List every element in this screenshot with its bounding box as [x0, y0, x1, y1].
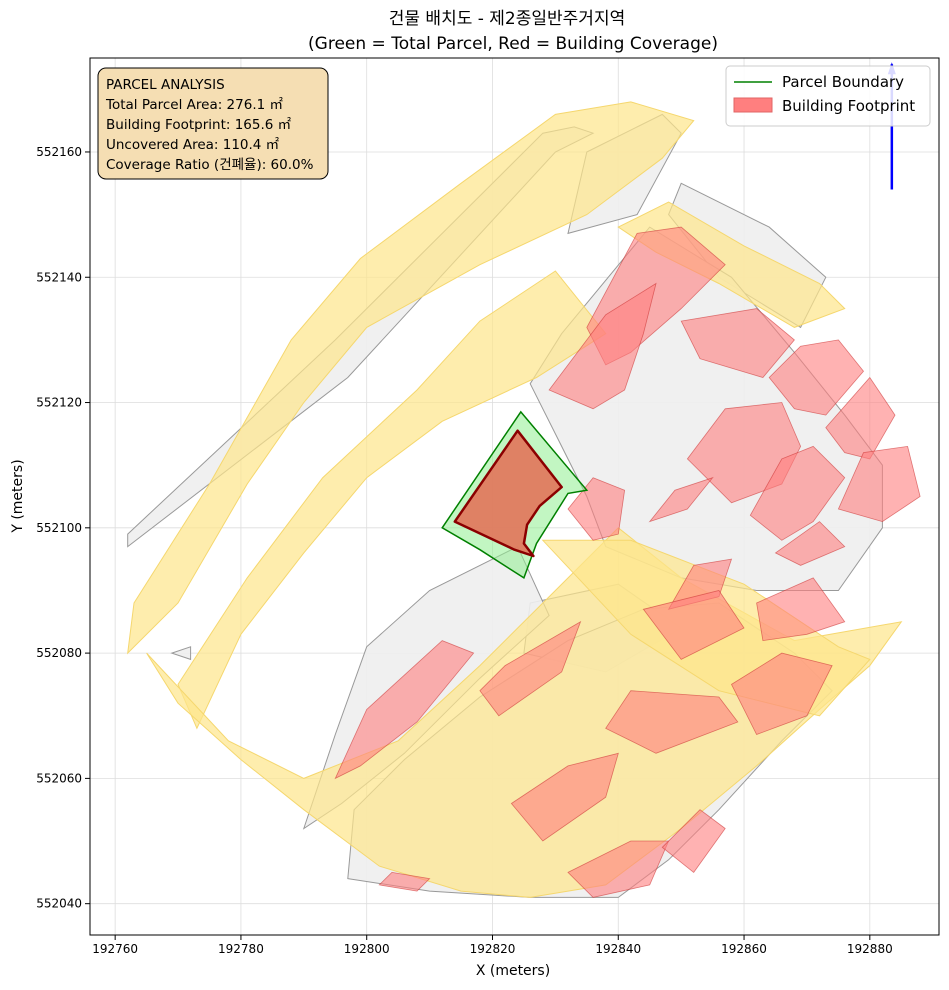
x-tick-label: 192820 — [470, 942, 516, 956]
legend-frame — [725, 65, 931, 127]
building-footprint — [648, 476, 714, 523]
map-layer — [127, 62, 921, 898]
info-line-coverage-ratio: Coverage Ratio (건폐율): 60.0% — [106, 157, 314, 173]
info-box-background — [97, 67, 329, 180]
building-footprint — [479, 620, 582, 717]
building-footprint — [661, 809, 726, 873]
x-tick-label: 192760 — [92, 942, 138, 956]
x-tick-label: 192860 — [721, 942, 767, 956]
y-tick-label: 552120 — [36, 396, 82, 410]
lot-polygon — [170, 646, 192, 661]
building-footprint — [378, 871, 431, 892]
building-footprint — [334, 640, 475, 780]
building-footprint — [567, 840, 670, 898]
building-footprint — [642, 590, 745, 660]
y-tick-label: 552160 — [36, 145, 82, 159]
building-footprint — [825, 376, 896, 460]
building-footprint — [749, 445, 846, 541]
y-tick-label: 552040 — [36, 897, 82, 911]
building-footprint — [605, 690, 739, 754]
x-tick-label: 192800 — [344, 942, 390, 956]
info-line-uncovered: Uncovered Area: 110.4 ㎡ — [106, 137, 280, 153]
legend: Parcel Boundary Building Footprint — [725, 65, 931, 127]
y-tick-label: 552060 — [36, 771, 82, 785]
x-axis-label: X (meters) — [476, 963, 550, 979]
x-tick-label: 192880 — [847, 942, 893, 956]
y-tick-label: 552100 — [36, 521, 82, 535]
y-tick-label: 552140 — [36, 270, 82, 284]
road-polygon — [127, 101, 695, 655]
info-line-total-area: Total Parcel Area: 276.1 ㎡ — [105, 97, 283, 113]
building-footprint — [680, 308, 795, 378]
building-footprint — [774, 521, 846, 566]
building-footprint — [548, 282, 657, 410]
info-line-footprint: Building Footprint: 165.6 ㎡ — [106, 117, 292, 133]
y-axis-label: Y (meters) — [10, 459, 26, 533]
parcel-analysis-box: PARCEL ANALYSIS Total Parcel Area: 276.1… — [97, 67, 329, 180]
legend-swatch-building — [733, 97, 773, 113]
building-footprint — [768, 339, 865, 416]
chart-title-line2: (Green = Total Parcel, Red = Building Co… — [308, 34, 718, 54]
target-building-footprint — [453, 429, 563, 558]
x-tick-label: 192840 — [595, 942, 641, 956]
building-footprint — [837, 445, 921, 523]
building-footprint — [510, 752, 619, 842]
legend-label-parcel: Parcel Boundary — [782, 73, 904, 91]
building-footprint — [567, 477, 626, 541]
building-footprint — [730, 652, 833, 735]
road-polygon — [177, 270, 607, 730]
legend-label-building: Building Footprint — [782, 97, 915, 115]
y-tick-label: 552080 — [36, 646, 82, 660]
info-line-title: PARCEL ANALYSIS — [106, 77, 225, 93]
building-footprint — [756, 577, 846, 642]
axis-ticks: 192760 192780 192800 192820 192840 192860 1928… — [36, 145, 893, 956]
chart-title-line1: 건물 배치도 - 제2종일반주거지역 — [389, 9, 625, 29]
plot-frame — [89, 57, 940, 936]
x-tick-label: 192780 — [218, 942, 264, 956]
